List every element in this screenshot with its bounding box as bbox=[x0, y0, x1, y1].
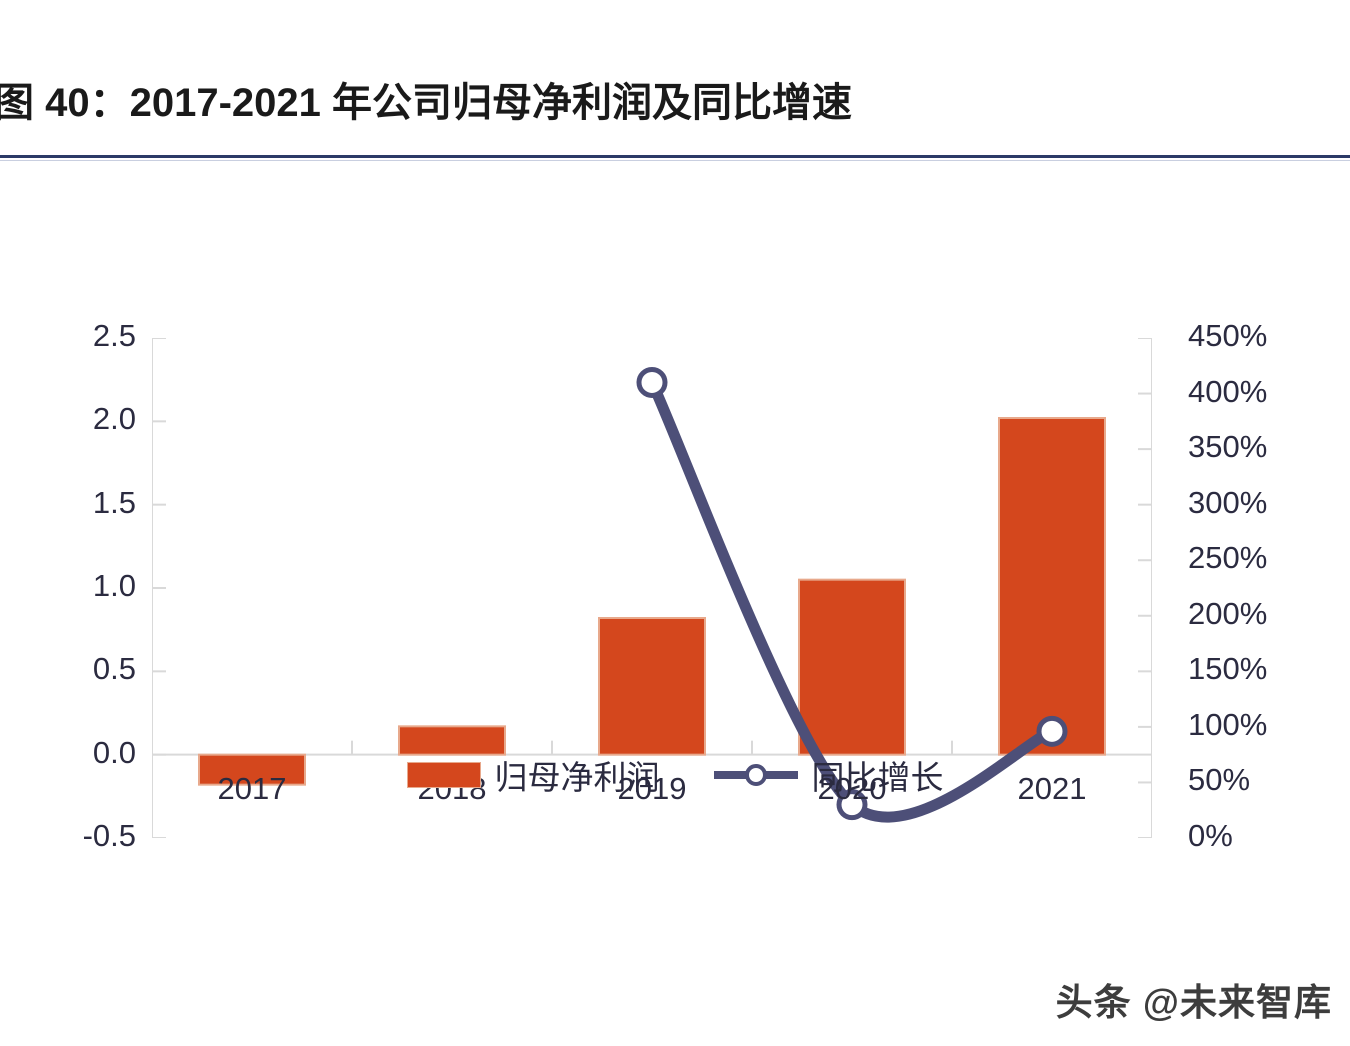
page-title: 图 40：2017-2021 年公司归母净利润及同比增速 bbox=[0, 81, 853, 125]
x-axis-tick-2020: 2020 bbox=[817, 770, 887, 806]
bar-2020 bbox=[798, 578, 906, 756]
y-axis-left-tick-0.5: 0.5 bbox=[92, 651, 136, 687]
legend-item-line[interactable]: 同比增长 bbox=[713, 751, 944, 799]
y-axis-right-tick-50%: 50% bbox=[1188, 762, 1251, 798]
y-axis-right-tick-300%: 300% bbox=[1188, 484, 1268, 520]
legend-item-bar[interactable]: 归母净利润 bbox=[406, 751, 660, 799]
y-axis-right-tick-350%: 350% bbox=[1188, 429, 1268, 465]
y-axis-right-tick-0%: 0% bbox=[1188, 818, 1233, 853]
legend-label-line: 同比增长 bbox=[811, 759, 944, 796]
y-axis-left-tick-2.0: 2.0 bbox=[92, 401, 136, 437]
bar-2021 bbox=[998, 417, 1106, 756]
title-divider-shadow bbox=[0, 160, 1350, 161]
y-axis-right-tick-200%: 200% bbox=[1188, 595, 1268, 631]
title-divider bbox=[0, 155, 1350, 158]
chart-canvas: 2.5 2.0 1.5 1.0 0.5 0.0 -0.5 450% 400% 350% 300% 25… bbox=[0, 170, 1350, 990]
chart-legend: 归母净利润 同比增长 bbox=[0, 745, 1350, 805]
y-axis-left-tick--0.5: -0.5 bbox=[82, 818, 136, 853]
legend-bar-swatch-icon bbox=[406, 762, 481, 788]
legend-label-bar: 归母净利润 bbox=[494, 759, 660, 796]
legend-line-swatch-icon bbox=[713, 762, 798, 788]
x-axis-tick-2019: 2019 bbox=[617, 770, 687, 806]
bar-2018 bbox=[398, 725, 506, 756]
x-axis-tick-2021: 2021 bbox=[1017, 770, 1087, 806]
watermark: 头条 @未来智库 bbox=[1055, 982, 1332, 1023]
bar-2019 bbox=[598, 617, 706, 756]
growth-line bbox=[646, 376, 1058, 823]
y-axis-right-tick-100%: 100% bbox=[1188, 706, 1268, 742]
y-axis-left-tick-2.5: 2.5 bbox=[92, 318, 136, 353]
y-axis-left-tick-0.0: 0.0 bbox=[92, 734, 136, 770]
bar-2017 bbox=[198, 753, 306, 786]
y-axis-right-tick-150%: 150% bbox=[1188, 651, 1268, 687]
line-marker bbox=[636, 366, 668, 398]
y-axis-right-tick-450%: 450% bbox=[1188, 318, 1268, 353]
line-marker bbox=[1036, 715, 1068, 747]
x-axis-tick-2017: 2017 bbox=[217, 770, 287, 806]
y-axis-left-tick-1.0: 1.0 bbox=[92, 568, 136, 603]
y-axis-right-tick-250%: 250% bbox=[1188, 540, 1268, 576]
y-axis-left-tick-1.5: 1.5 bbox=[92, 484, 136, 520]
line-marker bbox=[836, 789, 868, 821]
y-axis-right-tick-400%: 400% bbox=[1188, 373, 1268, 409]
figure-title-bar: 图 40：2017-2021 年公司归母净利润及同比增速 bbox=[0, 62, 1350, 161]
plot-area bbox=[152, 338, 1152, 838]
plot-svg bbox=[152, 338, 1152, 838]
